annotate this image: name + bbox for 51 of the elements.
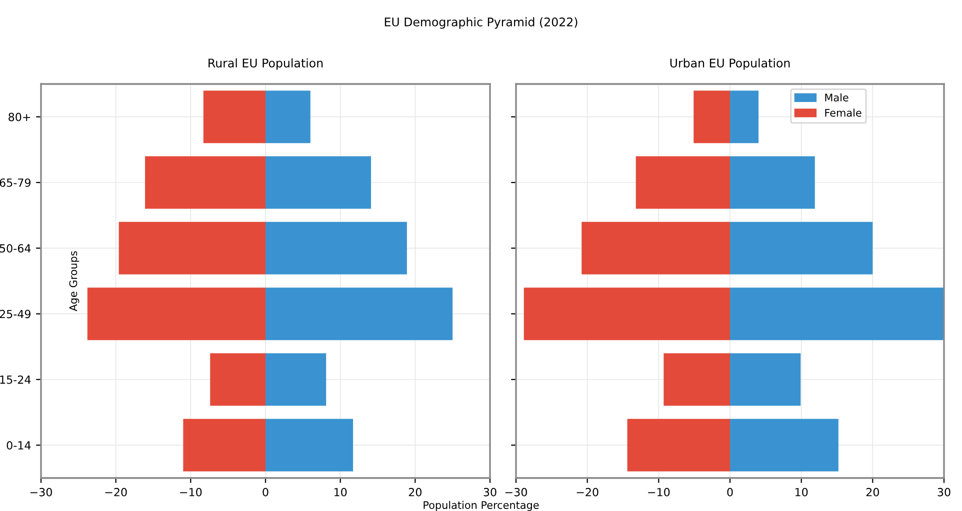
bar	[730, 90, 759, 144]
legend-label: Male	[825, 93, 848, 102]
bar	[210, 353, 266, 406]
y-tick-label: 0-14	[6, 441, 31, 450]
chart-title: Rural EU Population	[208, 58, 323, 70]
bar	[266, 156, 372, 209]
x-tick-label: 30	[484, 488, 496, 496]
bar	[203, 90, 266, 144]
bar	[524, 288, 730, 340]
bar	[266, 222, 407, 274]
bar	[730, 418, 838, 472]
x-tick-label: 10	[795, 488, 808, 496]
bar	[664, 353, 730, 406]
x-tick-label: −30	[30, 488, 52, 496]
x-tick-label: −20	[576, 488, 598, 496]
bar	[730, 156, 815, 209]
bar	[730, 288, 944, 340]
bar	[730, 353, 801, 406]
x-tick-label: −30	[505, 488, 527, 496]
bar	[183, 418, 266, 472]
y-tick-label: 80+	[8, 112, 30, 122]
x-tick-label: −10	[180, 488, 202, 496]
bar	[627, 418, 730, 472]
bar	[266, 418, 354, 472]
y-tick-label: 50-64	[0, 244, 31, 253]
chart-title: Urban EU Population	[670, 58, 790, 70]
bar	[118, 222, 266, 274]
bar	[730, 222, 873, 274]
x-tick-label: 0	[727, 488, 733, 496]
legend-label: Female	[825, 108, 862, 117]
bar	[266, 353, 326, 406]
x-tick-label: −10	[648, 488, 670, 496]
x-tick-label: 30	[938, 488, 950, 496]
bar	[266, 288, 453, 340]
bar	[636, 156, 730, 209]
x-tick-label: 20	[866, 488, 879, 496]
y-tick-label: 25-49	[0, 310, 30, 318]
x-axis-title: Population Percentage	[424, 500, 539, 511]
x-tick-label: 20	[408, 488, 422, 496]
y-tick-label: 65-79	[0, 178, 30, 187]
bar	[266, 90, 310, 144]
y-tick-label: 15-24	[0, 375, 31, 384]
x-tick-label: −20	[105, 488, 127, 496]
bar	[582, 222, 730, 274]
x-tick-label: 10	[334, 488, 347, 496]
y-axis-title: Age Groups	[69, 251, 80, 312]
bar	[694, 90, 730, 144]
text: EU Demographic Pyramid (2022)	[384, 17, 578, 29]
bar	[87, 288, 266, 340]
bar	[145, 156, 266, 209]
x-tick-label: 0	[262, 488, 268, 496]
